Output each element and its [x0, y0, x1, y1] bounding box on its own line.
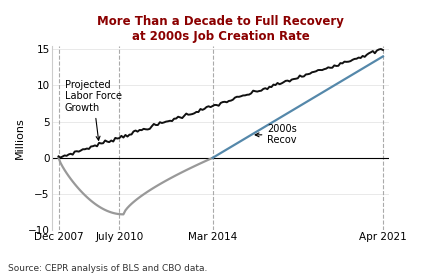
Text: 2000s
Recov: 2000s Recov [255, 124, 297, 145]
Text: Projected
Labor Force
Growth: Projected Labor Force Growth [65, 80, 122, 140]
Title: More Than a Decade to Full Recovery
at 2000s Job Creation Rate: More Than a Decade to Full Recovery at 2… [97, 15, 344, 43]
Y-axis label: Millions: Millions [15, 117, 25, 159]
Text: Source: CEPR analysis of BLS and CBO data.: Source: CEPR analysis of BLS and CBO dat… [8, 264, 208, 273]
